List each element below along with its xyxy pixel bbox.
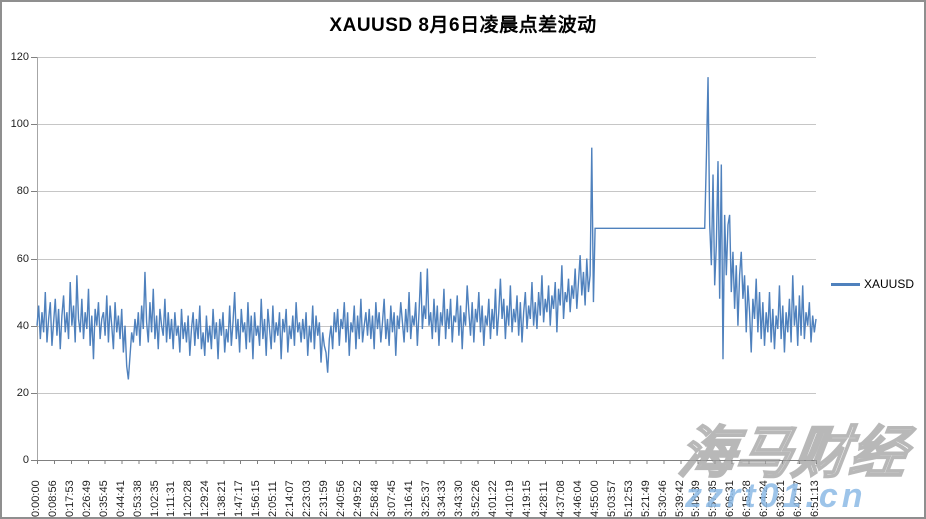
x-axis-label: 2:05:11 [267,481,280,517]
y-axis-label: 0 [22,454,29,466]
x-axis-label: 4:01:22 [487,480,500,517]
y-axis-label: 60 [16,252,29,265]
y-axis-label: 80 [16,185,29,198]
legend-label: XAUUSD [864,277,915,291]
x-axis-label: 0:35:45 [97,480,110,517]
y-axis-label: 100 [10,118,29,131]
x-axis-label: 3:43:30 [453,480,466,517]
x-axis-label: 1:56:15 [250,480,263,517]
x-axis-label: 0:17:53 [63,480,76,517]
x-axis-label: 5:21:49 [639,480,652,517]
x-axis-label: 5:30:46 [656,480,669,517]
x-axis-label: 4:10:19 [504,480,517,517]
x-axis-label: 3:16:41 [402,480,415,517]
x-axis-label: 2:49:52 [351,480,364,517]
y-axis-label: 120 [10,51,29,63]
y-axis-label: 20 [16,386,29,399]
x-axis-label: 4:19:15 [521,480,534,517]
x-axis-label: 4:28:11 [538,481,551,517]
x-axis-label: 0:08:56 [46,480,59,517]
x-axis-label: 4:37:08 [554,480,567,517]
x-axis-label: 1:38:21 [216,480,229,517]
x-axis-label: 2:23:03 [300,480,313,517]
x-axis-label: 2:40:56 [334,480,347,517]
x-axis-label: 3:34:33 [436,480,449,517]
watermark-site: zzrt01.cn [685,477,867,515]
x-axis-label: 5:03:57 [605,480,618,517]
series-line-xauusd [36,77,817,380]
x-axis-label: 4:55:00 [588,480,601,517]
x-axis-label: 3:52:26 [470,480,483,517]
x-axis-label: 1:02:35 [148,480,161,517]
x-axis-label: 2:31:59 [317,480,330,517]
x-axis-label: 2:58:48 [368,480,381,517]
x-axis-label: 0:53:38 [131,480,144,517]
x-axis-label: 5:12:53 [622,480,635,517]
chart-title: XAUUSD 8月6日凌晨点差波动 [329,15,597,36]
x-axis-label: 3:25:37 [419,480,432,517]
x-axis-label: 3:07:45 [385,480,398,517]
x-axis-label: 2:14:07 [284,480,297,517]
x-axis-label: 1:29:24 [199,480,212,517]
x-axis-label: 1:20:28 [182,480,195,517]
legend: XAUUSD [831,277,914,291]
x-axis-label: 4:46:04 [571,480,584,517]
legend-line-swatch [831,282,860,286]
x-axis-label: 1:11:31 [165,481,178,517]
x-axis-label: 0:26:49 [80,480,93,517]
x-axis-label: 1:47:17 [233,480,246,517]
x-axis-label: 0:00:00 [30,480,42,517]
y-axis-label: 40 [16,319,29,332]
x-axis-label: 0:44:41 [114,480,127,517]
